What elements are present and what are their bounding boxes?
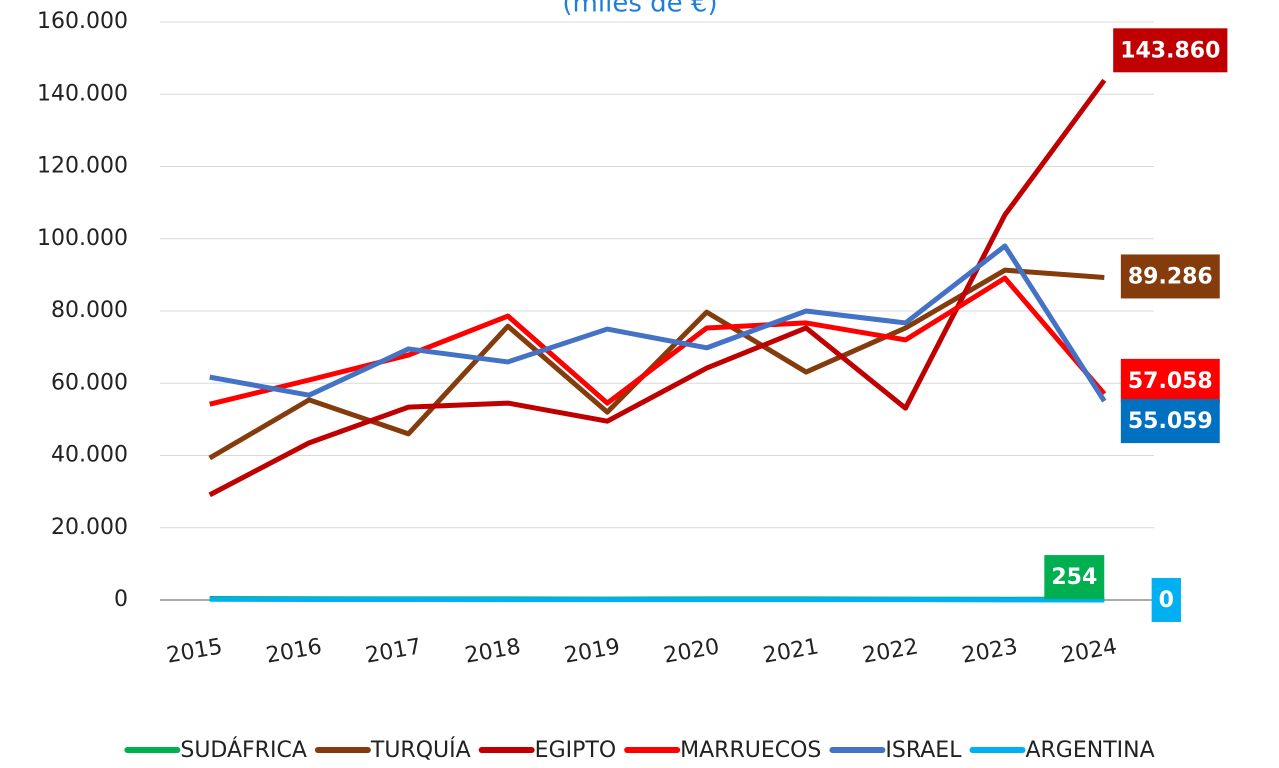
legend-label: EGIPTO	[535, 738, 616, 763]
data-label-bg	[1151, 578, 1181, 622]
y-tick-label: 0	[114, 587, 128, 612]
series-line	[209, 596, 1105, 603]
legend-item: ARGENTINA	[969, 738, 1155, 763]
chart-subtitle: (miles de €)	[562, 0, 717, 19]
data-label: 89.286	[1128, 264, 1213, 289]
y-tick-label: 160.000	[37, 9, 128, 34]
x-tick-label: 2015	[165, 634, 224, 668]
y-tick-label: 80.000	[51, 298, 128, 323]
legend-item: TURQUÍA	[314, 737, 471, 763]
y-tick-label: 120.000	[37, 154, 128, 179]
y-tick-label: 20.000	[51, 515, 128, 540]
legend-label: ARGENTINA	[1025, 738, 1154, 763]
legend-item: EGIPTO	[478, 738, 616, 763]
data-label: 0	[1159, 588, 1174, 613]
series-line	[209, 243, 1107, 403]
data-label: 55.059	[1128, 409, 1213, 434]
data-label-bg	[1120, 399, 1220, 444]
data-label: 254	[1051, 565, 1097, 590]
data-label-box: 143.860	[1113, 28, 1228, 73]
series-line	[208, 267, 1105, 461]
x-tick-label: 2023	[960, 634, 1019, 668]
legend-label: SUDÁFRICA	[180, 737, 307, 763]
data-label-bg	[1044, 555, 1105, 600]
data-label-box: 254	[1044, 555, 1105, 600]
x-tick-label: 2021	[761, 634, 820, 668]
y-tick-label: 100.000	[37, 226, 128, 251]
data-label-box: 89.286	[1120, 254, 1220, 299]
data-label: 143.860	[1120, 38, 1220, 63]
x-tick-label: 2017	[364, 634, 423, 668]
data-label-box: 55.059	[1120, 399, 1220, 444]
data-label: 57.058	[1128, 369, 1213, 394]
x-tick-label: 2018	[463, 634, 522, 668]
x-tick-label: 2020	[662, 634, 721, 668]
legend-label: ISRAEL	[885, 738, 962, 763]
x-tick-label: 2016	[264, 634, 323, 668]
legend-item: SUDÁFRICA	[124, 737, 307, 763]
series-line	[209, 275, 1107, 407]
legend-item: MARRUECOS	[624, 738, 821, 763]
data-label-box: 57.058	[1120, 358, 1220, 403]
x-tick-label: 2024	[1059, 634, 1118, 668]
data-label-bg	[1120, 358, 1220, 403]
legend-label: MARRUECOS	[680, 738, 821, 763]
data-label-bg	[1120, 254, 1220, 299]
x-tick-label: 2022	[861, 634, 920, 668]
series-line	[208, 78, 1107, 498]
legend-label: TURQUÍA	[370, 737, 471, 763]
y-tick-label: 140.000	[37, 81, 128, 106]
data-label-box: 0	[1151, 578, 1181, 622]
x-tick-label: 2019	[562, 634, 621, 668]
data-label-bg	[1113, 28, 1228, 73]
y-tick-label: 60.000	[51, 370, 128, 395]
legend-item: ISRAEL	[829, 738, 962, 763]
y-tick-label: 40.000	[51, 443, 128, 468]
